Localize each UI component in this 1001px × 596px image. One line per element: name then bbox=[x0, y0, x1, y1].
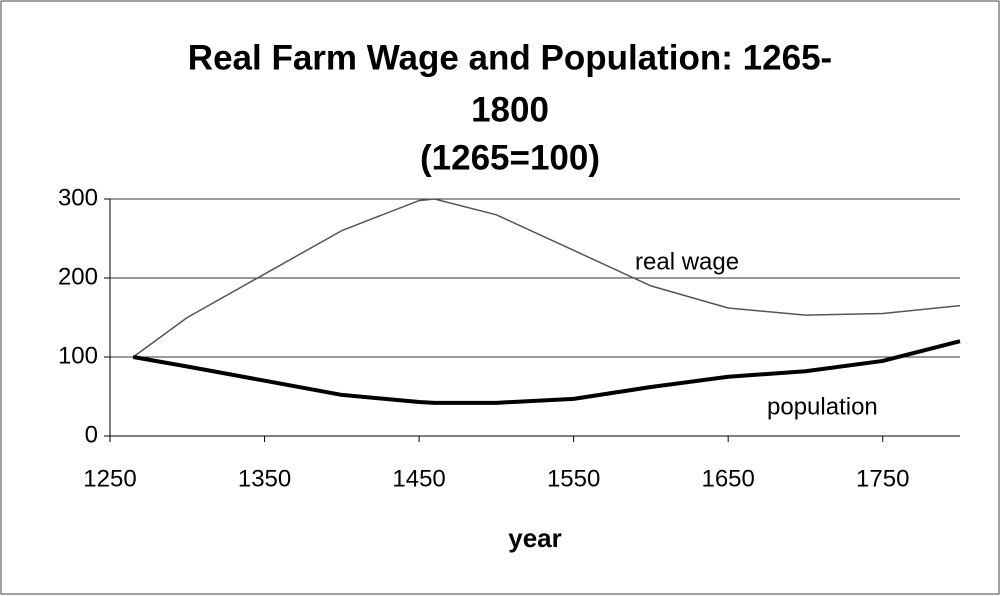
x-tick-label: 1350 bbox=[238, 465, 291, 492]
chart-title: 1800 bbox=[471, 90, 549, 129]
line bbox=[132, 198, 961, 358]
x-tick-label: 1650 bbox=[701, 465, 754, 492]
x-tick-label: 1550 bbox=[547, 465, 600, 492]
series-annotation: real wage bbox=[635, 248, 739, 275]
chart-title: Real Farm Wage and Population: 1265- bbox=[188, 38, 832, 77]
x-tick-label: 1750 bbox=[856, 465, 909, 492]
x-tick-label: 1250 bbox=[83, 465, 136, 492]
y-tick-label: 100 bbox=[58, 342, 98, 369]
line bbox=[132, 339, 961, 405]
chart-title: (1265=100) bbox=[420, 138, 600, 177]
y-tick-label: 300 bbox=[58, 184, 98, 211]
y-tick-label: 200 bbox=[58, 263, 98, 290]
series-annotation: population bbox=[767, 393, 878, 420]
x-axis-label: year bbox=[508, 523, 562, 553]
y-tick-label: 0 bbox=[85, 421, 98, 448]
x-tick-label: 1450 bbox=[392, 465, 445, 492]
